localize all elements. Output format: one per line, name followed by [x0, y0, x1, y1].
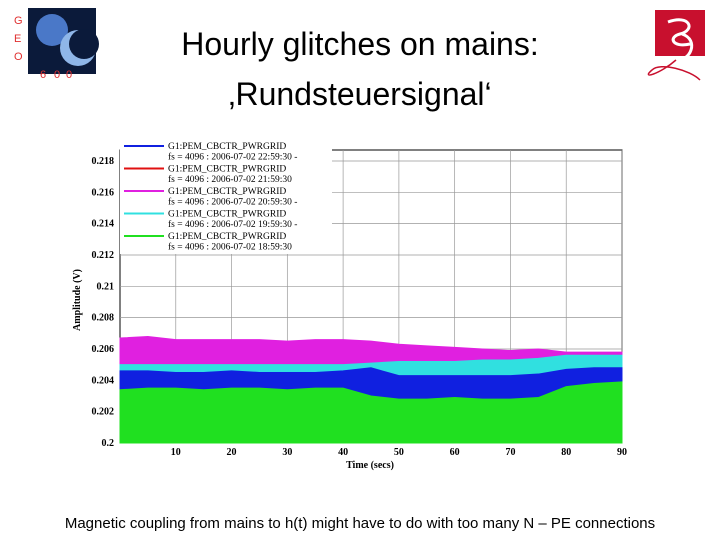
y-tick-label: 0.218	[92, 156, 115, 167]
x-tick-label: 10	[171, 447, 181, 458]
y-tick-label: 0.21	[97, 281, 115, 292]
x-tick-label: 20	[227, 447, 237, 458]
legend-label: G1:PEM_CBCTR_PWRGRID	[168, 165, 286, 175]
logo-letter: 0	[66, 69, 72, 81]
x-tick-label: 80	[561, 447, 571, 458]
slide-title: ‚Rundsteuersignal‘	[228, 76, 491, 112]
logo-shadow	[69, 29, 99, 59]
legend-detail: fs = 4096 : 2006-07-02 22:59:30 -	[168, 152, 297, 163]
logo-letter: G	[14, 15, 23, 27]
series-area	[119, 381, 623, 444]
legend-label: G1:PEM_CBCTR_PWRGRID	[168, 232, 286, 242]
logo-glyph	[647, 59, 701, 81]
legend-detail: fs = 4096 : 2006-07-02 21:59:30	[168, 174, 292, 185]
legend-detail: fs = 4096 : 2006-07-02 18:59:30	[168, 242, 292, 253]
y-tick-label: 0.206	[92, 344, 115, 355]
footer: Magnetic coupling from mains to h(t) mig…	[65, 515, 655, 532]
y-tick-label: 0.212	[92, 250, 115, 261]
logo-letter: O	[14, 51, 23, 63]
legend-label: G1:PEM_CBCTR_PWRGRID	[168, 210, 286, 220]
legend-label: G1:PEM_CBCTR_PWRGRID	[168, 142, 286, 152]
y-tick-label: 0.202	[92, 407, 115, 418]
legend-detail: fs = 4096 : 2006-07-02 19:59:30 -	[168, 219, 297, 230]
logo-letter: E	[14, 33, 21, 45]
geo-logo	[28, 8, 99, 74]
y-tick-label: 0.208	[92, 313, 115, 324]
x-tick-label: 30	[282, 447, 292, 458]
logo-glyph	[667, 18, 694, 62]
x-axis-label: Time (secs)	[346, 460, 394, 471]
legend-label: G1:PEM_CBCTR_PWRGRID	[168, 187, 286, 197]
x-tick-label: 90	[617, 447, 627, 458]
legend-box	[120, 138, 332, 254]
logo-planet	[36, 14, 68, 46]
x-tick-label: 50	[394, 447, 404, 458]
logo-letter: 6	[40, 69, 46, 81]
legend-detail: fs = 4096 : 2006-07-02 20:59:30 -	[168, 197, 297, 208]
y-axis-label: Amplitude (V)	[72, 269, 83, 331]
y-tick-label: 0.216	[92, 187, 115, 198]
y-tick-label: 0.214	[92, 219, 115, 230]
x-tick-label: 40	[338, 447, 348, 458]
x-tick-label: 70	[505, 447, 515, 458]
x-tick-label: 60	[450, 447, 460, 458]
logo-letter: 0	[54, 69, 60, 81]
chart: 0.2 0.202 0.204 0.206 0.208 0.21 0.212 0.214 0.2…	[72, 138, 627, 471]
aei-logo	[647, 10, 705, 81]
slide-title: Hourly glitches on mains:	[181, 26, 538, 62]
y-tick-label: 0.2	[102, 438, 115, 449]
y-tick-label: 0.204	[92, 375, 115, 386]
